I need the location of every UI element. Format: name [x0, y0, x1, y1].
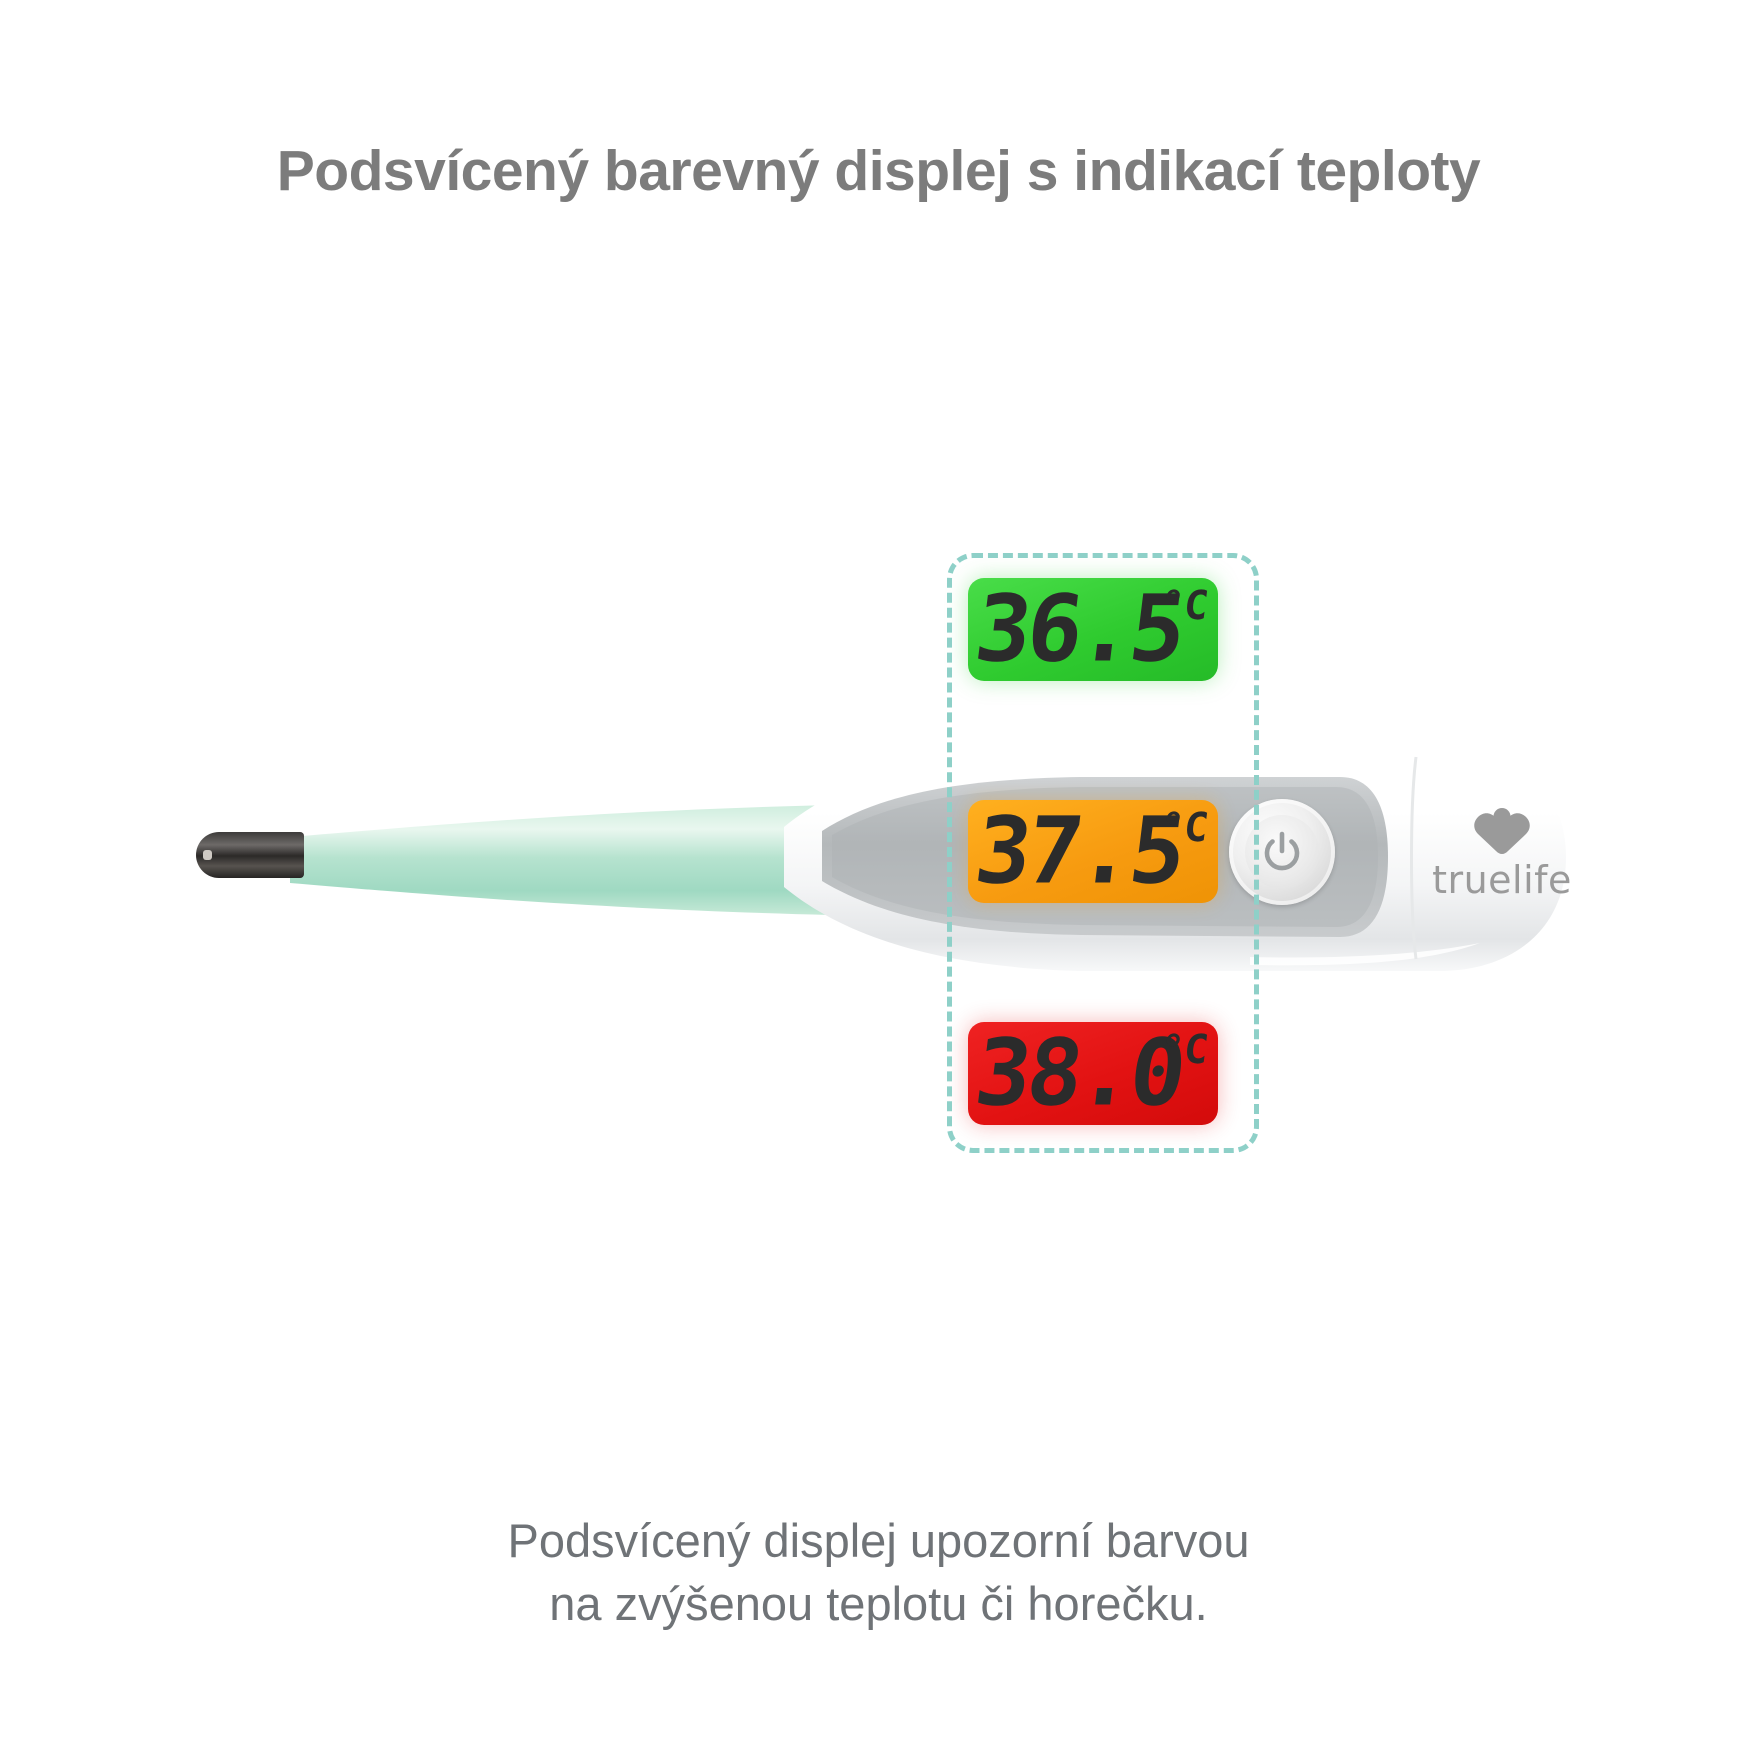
display-normal: 36.5 °C	[968, 578, 1218, 681]
power-icon	[1264, 831, 1300, 871]
display-elevated-unit: °C	[1157, 805, 1211, 851]
display-elevated-screen: 37.5 °C	[968, 800, 1218, 903]
thermometer-shaft	[290, 805, 830, 915]
display-fever-unit: °C	[1157, 1027, 1211, 1073]
display-fever-screen: 38.0 °C	[968, 1022, 1218, 1125]
display-elevated-value: 37.5	[969, 800, 1189, 903]
display-normal-unit: °C	[1157, 583, 1211, 629]
display-fever-value: 38.0	[969, 1022, 1189, 1125]
brand-badge: truelife	[1407, 795, 1597, 915]
display-fever: 38.0 °C	[968, 1022, 1218, 1125]
power-button[interactable]	[1229, 799, 1335, 905]
display-elevated: 37.5 °C	[968, 800, 1218, 903]
display-normal-value: 36.5	[969, 578, 1189, 681]
display-normal-screen: 36.5 °C	[968, 578, 1218, 681]
caption: Podsvícený displej upozorní barvou na zv…	[0, 1510, 1757, 1635]
brand-name: truelife	[1432, 858, 1572, 902]
probe-tip	[196, 832, 304, 878]
power-button-inner	[1245, 815, 1319, 889]
page-title: Podsvícený barevný displej s indikací te…	[276, 139, 1481, 203]
caption-line-1: Podsvícený displej upozorní barvou	[507, 1514, 1250, 1567]
truelife-logo-icon	[1474, 808, 1530, 854]
caption-line-2: na zvýšenou teplotu či horečku.	[549, 1576, 1208, 1630]
